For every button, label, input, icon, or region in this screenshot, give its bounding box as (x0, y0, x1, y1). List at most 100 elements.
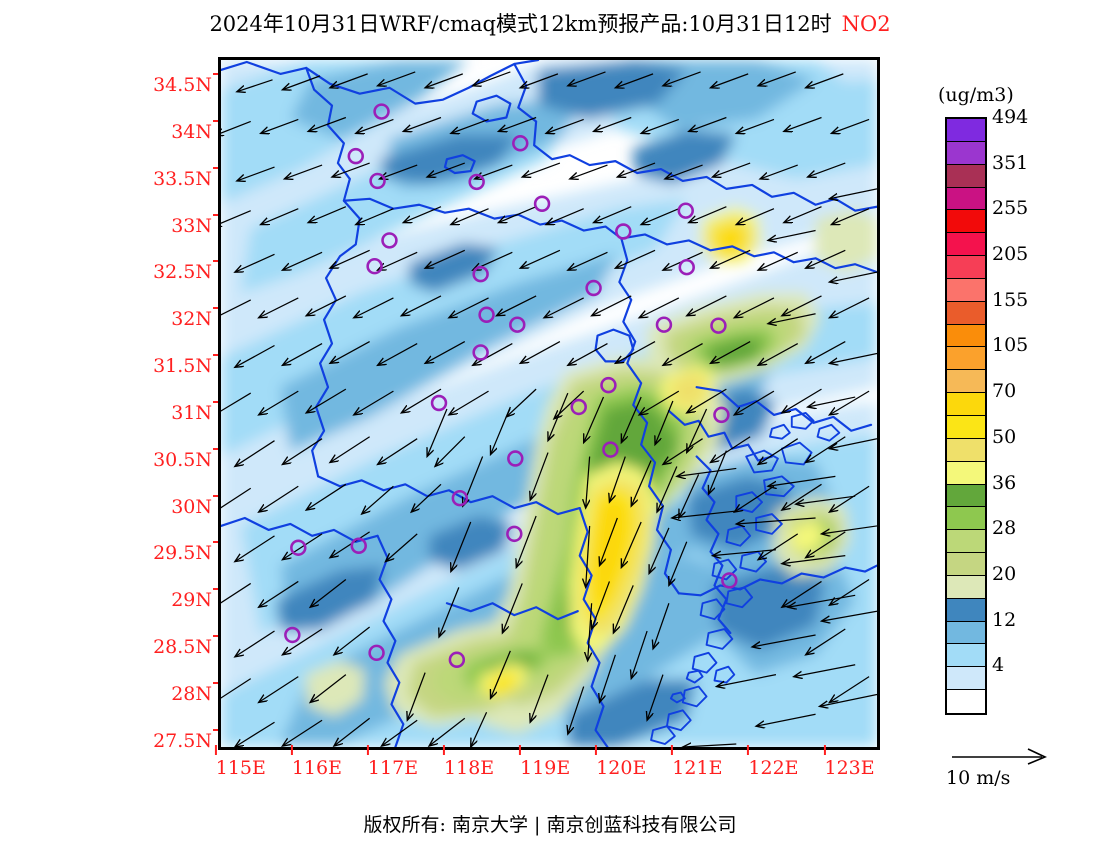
colorbar-legend: (ug/m3) 494 351 255 205 155 105 70 50 36 28 20 12 4 (930, 84, 1095, 784)
colorbar-band (947, 256, 985, 279)
lat-tick-mark (213, 260, 222, 263)
lat-tick-label: 30N (171, 494, 222, 518)
lat-tick-mark (213, 588, 222, 591)
colorbar-tick-label: 494 (992, 106, 1029, 128)
colorbar-band (947, 690, 985, 713)
lon-tick-label: 121E (671, 745, 722, 779)
colorbar-units-label: (ug/m3) (938, 84, 1014, 106)
wind-scale-legend: 10 m/s (946, 745, 1096, 800)
colorbar-tick-label: 20 (992, 562, 1017, 585)
colorbar-tick-label: 351 (992, 151, 1029, 174)
lat-tick-mark (213, 494, 222, 497)
latitude-axis: 27.5N 28N 28.5N 29N 29.5N 30N 30.5N 31N 31.5N 32N… (120, 57, 222, 752)
lat-tick-label: 28N (171, 681, 222, 705)
colorbar-band (947, 575, 985, 599)
map-canvas (221, 60, 877, 747)
lon-tick-mark (290, 745, 293, 755)
lon-tick-mark (747, 745, 750, 755)
lat-tick-label: 30.5N (153, 447, 222, 471)
wind-vector-field (221, 71, 877, 747)
lon-tick-label: 116E (290, 745, 342, 779)
lat-tick-mark (213, 307, 222, 310)
lat-tick-mark (213, 213, 222, 216)
lat-tick-label: 34N (171, 119, 222, 143)
colorbar-band (947, 553, 985, 576)
colorbar-band (947, 370, 985, 394)
lat-tick-label: 28.5N (153, 634, 222, 658)
page-title: 2024年10月31日WRF/cmaq模式12km预报产品:10月31日12时 (209, 12, 832, 36)
lon-tick-mark (671, 745, 674, 755)
lon-tick-label: 117E (366, 745, 418, 779)
colorbar-band (947, 393, 985, 416)
chart-title-bar: 2024年10月31日WRF/cmaq模式12km预报产品:10月31日12时 N… (0, 8, 1100, 38)
lon-tick-label: 123E (823, 745, 875, 779)
lat-tick-label: 34.5N (153, 73, 222, 96)
colorbar-tick-label: 205 (992, 243, 1029, 266)
colorbar-band (947, 324, 985, 348)
lat-tick-label: 29.5N (153, 541, 222, 564)
lat-tick-label: 32.5N (153, 260, 222, 283)
lat-tick-label: 33N (171, 213, 222, 237)
lon-tick-label: 120E (595, 745, 646, 779)
lat-tick-label: 27.5N (153, 728, 222, 752)
lat-tick-mark (213, 119, 222, 122)
lat-tick-mark (213, 354, 222, 357)
colorbar-band (947, 164, 985, 188)
lon-tick-mark (366, 745, 369, 755)
lat-tick-label: 29N (171, 588, 222, 611)
lon-tick-mark (519, 745, 522, 755)
colorbar-band (947, 187, 985, 211)
colorbar-band (947, 278, 985, 302)
colorbar-band (947, 415, 985, 439)
lon-tick-mark (823, 745, 826, 755)
colorbar-tick-label: 105 (992, 334, 1029, 357)
lat-tick-label: 31N (171, 400, 222, 424)
copyright-text: 版权所有: 南京大学 | 南京创蓝科技有限公司 (363, 814, 737, 836)
colorbar-tick-label: 12 (992, 608, 1017, 631)
lat-tick-mark (213, 73, 222, 76)
species-label: NO2 (841, 12, 891, 36)
colorbar-band (947, 438, 985, 462)
lon-tick-mark (214, 745, 217, 755)
lon-tick-mark (595, 745, 598, 755)
lon-tick-label: 122E (747, 745, 799, 779)
lat-tick-mark (213, 400, 222, 403)
lat-tick-mark (213, 447, 222, 450)
lon-tick-mark (443, 745, 446, 755)
station-markers (284, 103, 738, 668)
colorbar-tick-label: 28 (992, 517, 1017, 540)
colorbar-band (947, 233, 985, 257)
colorbar-band (947, 507, 985, 531)
colorbar[interactable] (945, 117, 987, 715)
colorbar-tick-label: 36 (992, 471, 1017, 494)
colorbar-band (947, 644, 985, 668)
lon-tick-label: 115E (214, 745, 266, 779)
lat-tick-mark (213, 681, 222, 684)
wind-scale-arrow-icon (952, 748, 1047, 765)
colorbar-band (947, 621, 985, 645)
lat-tick-mark (213, 166, 222, 169)
lat-tick-mark (213, 728, 222, 731)
lat-tick-mark (213, 541, 222, 544)
map-plot-area[interactable] (218, 57, 880, 750)
lon-tick-label: 118E (443, 745, 494, 779)
colorbar-band (947, 598, 985, 622)
colorbar-band (947, 141, 985, 165)
lon-tick-label: 119E (519, 745, 570, 779)
colorbar-tick-label: 155 (992, 288, 1029, 311)
colorbar-band (947, 461, 985, 485)
colorbar-band (947, 119, 985, 142)
wind-scale-label: 10 m/s (946, 767, 1011, 789)
colorbar-tick-label: 50 (992, 425, 1017, 448)
colorbar-band (947, 301, 985, 325)
footer-bar: 版权所有: 南京大学 | 南京创蓝科技有限公司 (0, 810, 1100, 837)
colorbar-tick-label: 4 (992, 654, 1005, 677)
colorbar-band (947, 210, 985, 234)
lat-tick-label: 32N (171, 307, 222, 330)
colorbar-band (947, 667, 985, 691)
colorbar-band (947, 530, 985, 554)
lat-tick-mark (213, 634, 222, 637)
longitude-axis: 115E 116E 117E 118E 119E 120E 121E 122E 123E (214, 745, 880, 787)
colorbar-tick-label: 255 (992, 197, 1029, 220)
lat-tick-label: 33.5N (153, 166, 222, 190)
